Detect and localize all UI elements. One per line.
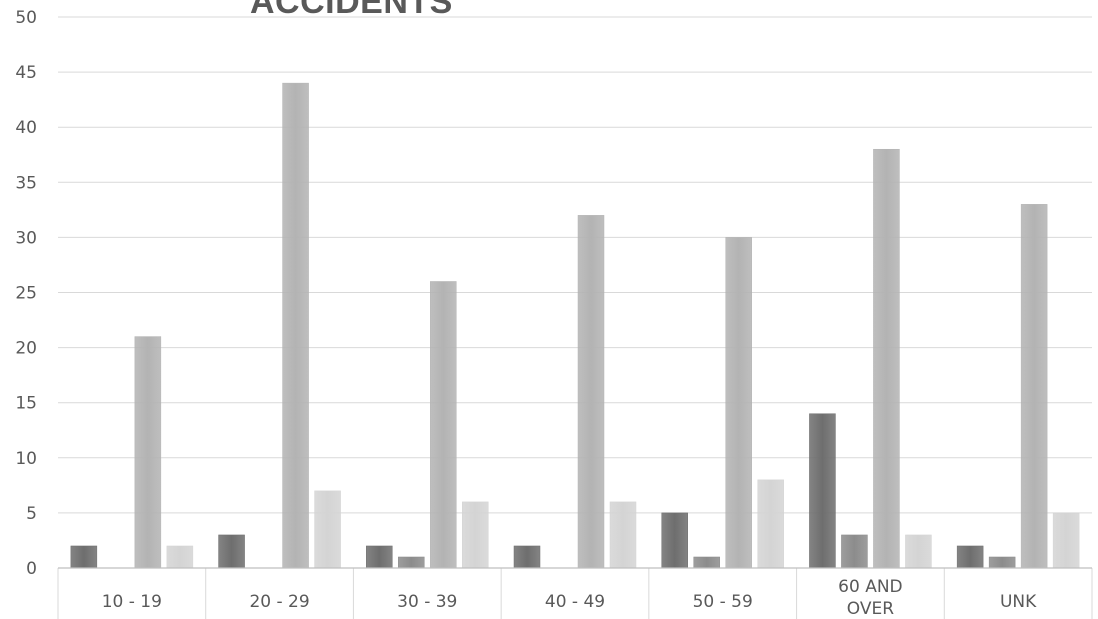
bar [577, 215, 605, 569]
bar [366, 545, 393, 569]
x-tick-label: 30 - 39 [397, 592, 457, 612]
y-tick-label: 35 [15, 173, 37, 193]
y-tick-label: 10 [15, 449, 37, 469]
x-tick-label: 20 - 29 [249, 592, 309, 612]
y-tick-label: 25 [15, 284, 37, 304]
bar [841, 534, 868, 569]
y-tick-label: 45 [15, 63, 37, 83]
y-tick-label: 30 [15, 228, 37, 248]
bar [988, 556, 1016, 569]
bar [462, 501, 489, 569]
bar [166, 545, 194, 569]
y-tick-label: 50 [15, 8, 37, 28]
x-tick-label: 40 - 49 [545, 592, 605, 612]
bar [873, 148, 900, 569]
bar [430, 281, 457, 569]
x-tick-label: UNK [1000, 592, 1037, 612]
bar [134, 336, 162, 569]
bar [70, 545, 98, 569]
bar [757, 479, 784, 569]
bar [282, 82, 309, 569]
bar [956, 545, 984, 569]
chart-title: ACCIDENTS [250, 0, 453, 21]
y-tick-label: 40 [15, 118, 37, 138]
bar [1020, 204, 1048, 569]
bar [905, 534, 932, 569]
bar [609, 501, 637, 569]
bar [693, 556, 720, 569]
x-tick-label: 50 - 59 [693, 592, 753, 612]
bar [725, 237, 752, 569]
bar [809, 413, 836, 569]
x-tick-label: 60 AND OVER [838, 577, 902, 619]
y-tick-label: 15 [15, 394, 37, 414]
y-tick-label: 5 [26, 504, 37, 524]
bar [398, 556, 425, 569]
bar [314, 490, 341, 569]
bar [661, 512, 688, 569]
y-tick-label: 0 [26, 559, 37, 579]
bar [513, 545, 541, 569]
bar [218, 534, 245, 569]
x-tick-label: 10 - 19 [102, 592, 162, 612]
bar [1052, 512, 1080, 569]
y-tick-label: 20 [15, 339, 37, 359]
